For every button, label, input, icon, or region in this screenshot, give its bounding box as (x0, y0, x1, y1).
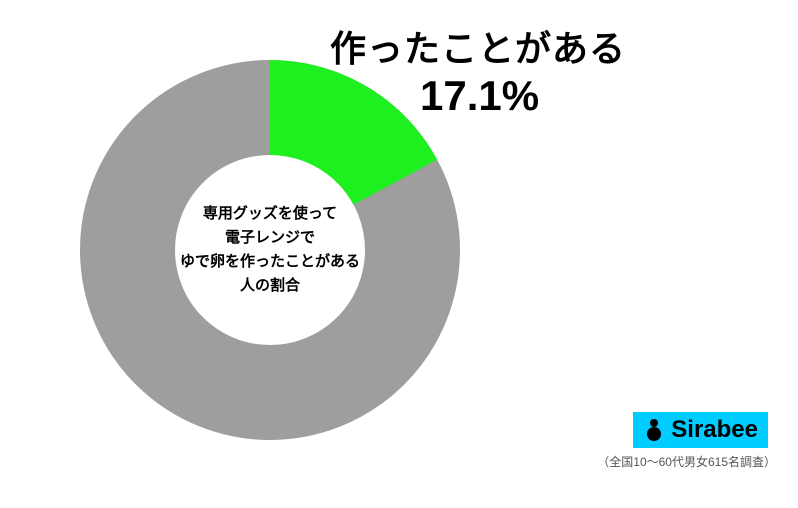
callout-line-2: 17.1% (420, 72, 626, 120)
center-line-3: ゆで卵を作ったことがある (180, 250, 360, 274)
callout-line-1: 作ったことがある (330, 20, 626, 72)
center-line-1: 専用グッズを使って (180, 202, 360, 226)
center-line-4: 人の割合 (180, 274, 360, 298)
callout-label: 作ったことがある 17.1% (330, 20, 626, 120)
sirabee-logo: Sirabee (633, 412, 768, 448)
center-line-2: 電子レンジで (180, 226, 360, 250)
survey-note: （全国10～60代男女615名調査） (597, 453, 776, 470)
sirabee-logo-icon (641, 417, 667, 443)
donut-center-text: 専用グッズを使って 電子レンジで ゆで卵を作ったことがある 人の割合 (180, 202, 360, 298)
logo-text: Sirabee (671, 416, 758, 444)
